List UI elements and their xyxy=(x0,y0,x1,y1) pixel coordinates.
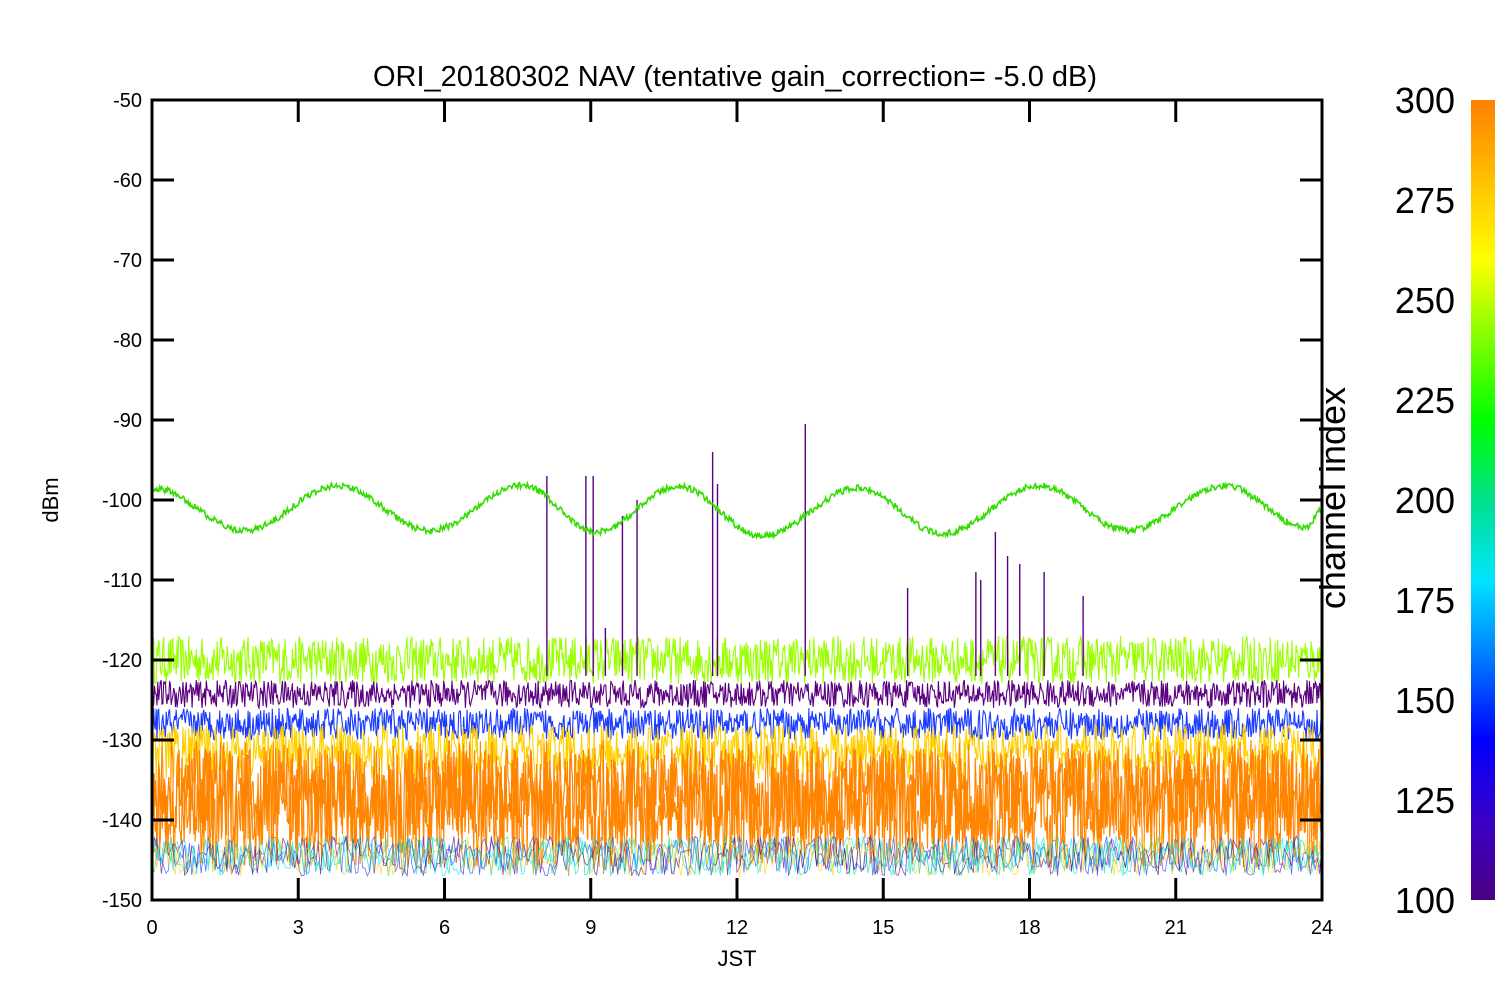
y-tick-label: -140 xyxy=(102,810,142,832)
colorbar-tick-label: 300 xyxy=(1395,80,1455,121)
series-band-3 xyxy=(152,706,1322,742)
data-layer xyxy=(152,424,1322,878)
series-band-1 xyxy=(152,634,1322,685)
colorbar-ticks: 100 125 150 175 200 225 250 275 300 xyxy=(1395,80,1455,921)
y-tick-label: -150 xyxy=(102,890,142,912)
x-tick-label: 24 xyxy=(1311,917,1333,939)
y-tick-label: -130 xyxy=(102,730,142,752)
colorbar-tick-label: 125 xyxy=(1395,780,1455,821)
y-tick-label: -100 xyxy=(102,490,142,512)
colorbar-tick-label: 100 xyxy=(1395,880,1455,921)
y-tick-label: -110 xyxy=(103,570,142,592)
y-axis: -50 -60 -70 -80 -90 -100 -110 -120 -130 -140 -150 xyxy=(102,90,1322,912)
colorbar-tick-label: 150 xyxy=(1395,680,1455,721)
x-tick-label: 3 xyxy=(293,917,304,939)
x-tick-label: 15 xyxy=(872,917,894,939)
series-fringe-0 xyxy=(152,834,1322,878)
colorbar-tick-label: 250 xyxy=(1395,280,1455,321)
x-tick-label: 9 xyxy=(585,917,596,939)
y-tick-label: -120 xyxy=(102,650,142,672)
colorbar xyxy=(1471,100,1495,900)
y-tick-label: -50 xyxy=(113,90,142,112)
series-band-orange-core xyxy=(152,748,1322,846)
colorbar-tick-label: 175 xyxy=(1395,580,1455,621)
x-tick-label: 6 xyxy=(439,917,450,939)
y-tick-label: -80 xyxy=(113,330,142,352)
series-green-line xyxy=(152,480,1322,541)
series-fringe-3 xyxy=(152,834,1322,878)
x-tick-label: 21 xyxy=(1165,917,1187,939)
y-tick-label: -90 xyxy=(113,410,142,432)
series-fringe-1 xyxy=(152,834,1322,877)
y-axis-title: dBm xyxy=(38,477,63,522)
series-band-2 xyxy=(152,679,1322,711)
x-tick-label: 0 xyxy=(146,917,157,939)
y-tick-label: -60 xyxy=(113,170,142,192)
colorbar-tick-label: 200 xyxy=(1395,480,1455,521)
colorbar-tick-label: 225 xyxy=(1395,380,1455,421)
chart-title: ORI_20180302 NAV (tentative gain_correct… xyxy=(373,61,1097,93)
colorbar-title: channel index xyxy=(1312,387,1353,609)
x-axis-title: JST xyxy=(717,946,756,971)
x-tick-label: 18 xyxy=(1018,917,1040,939)
x-tick-label: 12 xyxy=(726,917,748,939)
colorbar-tick-label: 275 xyxy=(1395,180,1455,221)
x-axis: 0 3 6 9 12 15 18 21 24 xyxy=(146,100,1333,939)
y-tick-label: -70 xyxy=(113,250,142,272)
series-fringe-4 xyxy=(152,835,1322,877)
